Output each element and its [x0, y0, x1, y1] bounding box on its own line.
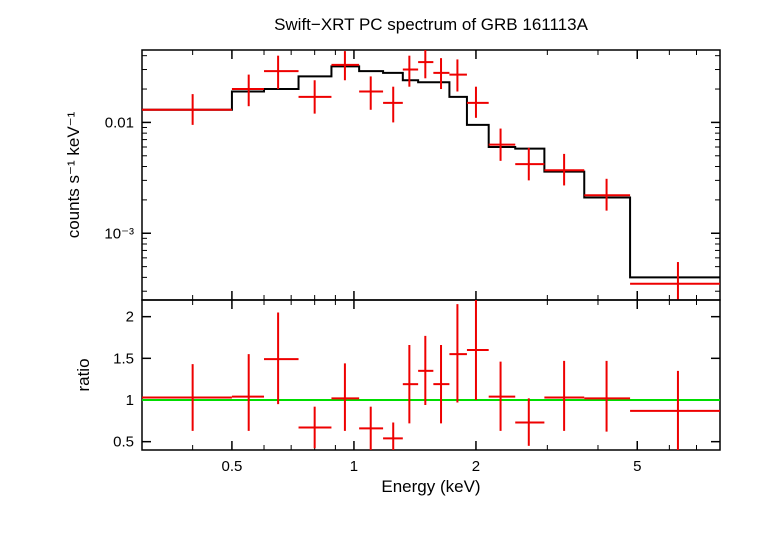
xlabel: Energy (keV)	[381, 477, 480, 496]
xtick-label: 1	[350, 458, 358, 475]
ytick-label: 10⁻³	[104, 225, 134, 242]
top-panel-frame	[142, 50, 720, 300]
ytick-label: 2	[126, 309, 134, 326]
bottom-panel-frame	[142, 300, 720, 450]
xtick-label: 0.5	[221, 458, 242, 475]
model-step-line	[142, 66, 720, 277]
chart-title: Swift−XRT PC spectrum of GRB 161113A	[274, 15, 589, 34]
spectrum-chart: Swift−XRT PC spectrum of GRB 161113A 10⁻³…	[0, 0, 758, 556]
ytick-label: 1.5	[113, 350, 134, 367]
ytick-label: 1	[126, 392, 134, 409]
ylabel-top: counts s⁻¹ keV⁻¹	[64, 111, 83, 238]
ylabel-bottom: ratio	[74, 358, 93, 391]
xtick-label: 2	[472, 458, 480, 475]
ytick-label: 0.01	[105, 114, 134, 131]
ytick-label: 0.5	[113, 434, 134, 451]
xtick-label: 5	[633, 458, 641, 475]
